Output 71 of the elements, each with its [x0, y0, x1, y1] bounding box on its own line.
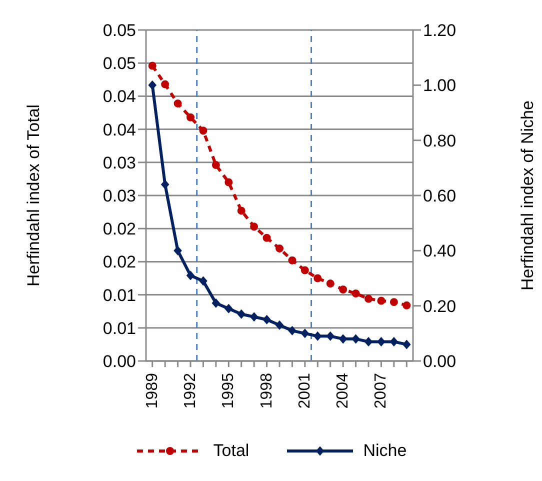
y-tick-label: 0.00 — [102, 352, 136, 372]
y-tick-label: 0.02 — [102, 220, 136, 239]
point — [377, 296, 386, 305]
point — [339, 286, 348, 294]
point — [250, 222, 258, 231]
y2-tick-label: 0.20 — [423, 296, 456, 316]
point — [250, 312, 258, 322]
point — [212, 161, 220, 170]
point — [314, 274, 322, 282]
point — [352, 334, 360, 344]
point — [199, 126, 208, 135]
point — [161, 180, 170, 189]
point — [352, 289, 360, 298]
point — [148, 62, 156, 70]
point — [314, 332, 322, 341]
point — [276, 320, 284, 330]
y-tick-label: 0.04 — [102, 87, 136, 106]
point — [212, 298, 220, 308]
point — [224, 304, 233, 314]
point — [276, 244, 284, 252]
point — [364, 294, 372, 303]
y2-axis-title: Herfindahl index of Niche — [518, 100, 538, 290]
y2-tick-label: 1.20 — [423, 21, 456, 40]
y-tick-label: 0.05 — [102, 54, 136, 74]
point — [300, 266, 309, 274]
point — [390, 337, 398, 346]
point — [237, 206, 246, 215]
legend-label: Total — [213, 441, 250, 461]
x-tick-label: 1992 — [182, 372, 199, 409]
y-tick-label: 0.05 — [102, 21, 136, 40]
y-tick-label: 0.02 — [102, 252, 136, 272]
x-tick-label: 1989 — [144, 372, 161, 409]
x-tick-label: 1995 — [220, 372, 238, 409]
y-tick-label: 0.01 — [102, 318, 136, 338]
point — [148, 80, 156, 90]
legend-label: Niche — [363, 441, 407, 461]
point — [288, 256, 296, 264]
x-tick-label: 2001 — [296, 372, 314, 409]
point — [174, 99, 182, 108]
point — [326, 280, 334, 288]
y-axis-title: Herfindahl index of Total — [24, 104, 44, 287]
point — [339, 334, 348, 344]
y2-tick-label: 0.40 — [423, 242, 456, 261]
point — [288, 326, 296, 336]
point — [364, 337, 372, 346]
y-tick-label: 0.04 — [102, 120, 136, 140]
y-tick-label: 0.01 — [102, 286, 136, 305]
point — [390, 298, 398, 306]
x-tick-label: 2007 — [372, 372, 390, 409]
point — [237, 310, 246, 319]
point — [174, 246, 182, 256]
x-tick-label: 1998 — [258, 372, 276, 409]
y2-tick-label: 0.00 — [423, 352, 456, 372]
point — [402, 301, 411, 310]
point — [402, 340, 411, 349]
point — [199, 276, 208, 286]
point — [262, 234, 271, 242]
y2-tick-label: 0.60 — [423, 186, 456, 206]
point — [300, 328, 309, 338]
y-tick-label: 0.03 — [102, 153, 136, 172]
point — [186, 270, 194, 280]
point — [186, 113, 194, 122]
y-tick-label: 0.03 — [102, 186, 136, 206]
point — [262, 315, 271, 324]
point — [326, 332, 334, 341]
y2-tick-label: 1.00 — [423, 76, 456, 96]
point — [224, 178, 233, 186]
y2-tick-label: 0.80 — [423, 131, 456, 150]
point — [161, 80, 170, 88]
x-tick-label: 2004 — [334, 372, 352, 409]
point — [377, 337, 386, 346]
